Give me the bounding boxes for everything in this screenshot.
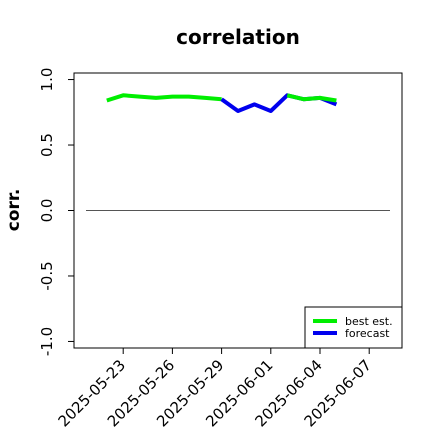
- y-tick-label: -1.0: [38, 327, 56, 356]
- y-tick-label: 0.0: [38, 199, 56, 223]
- series-line-overlay: [286, 93, 337, 103]
- y-tick-label: 0.5: [38, 133, 56, 157]
- y-tick-label: 1.0: [38, 68, 56, 92]
- y-tick-label: -0.5: [38, 261, 56, 290]
- legend-label: best est.: [345, 315, 393, 328]
- legend-label: forecast: [345, 327, 390, 340]
- chart-title: correlation: [176, 25, 300, 49]
- legend-box: [304, 306, 403, 349]
- series-line-best-est: [106, 93, 222, 103]
- y-axis-label: corr.: [4, 189, 24, 232]
